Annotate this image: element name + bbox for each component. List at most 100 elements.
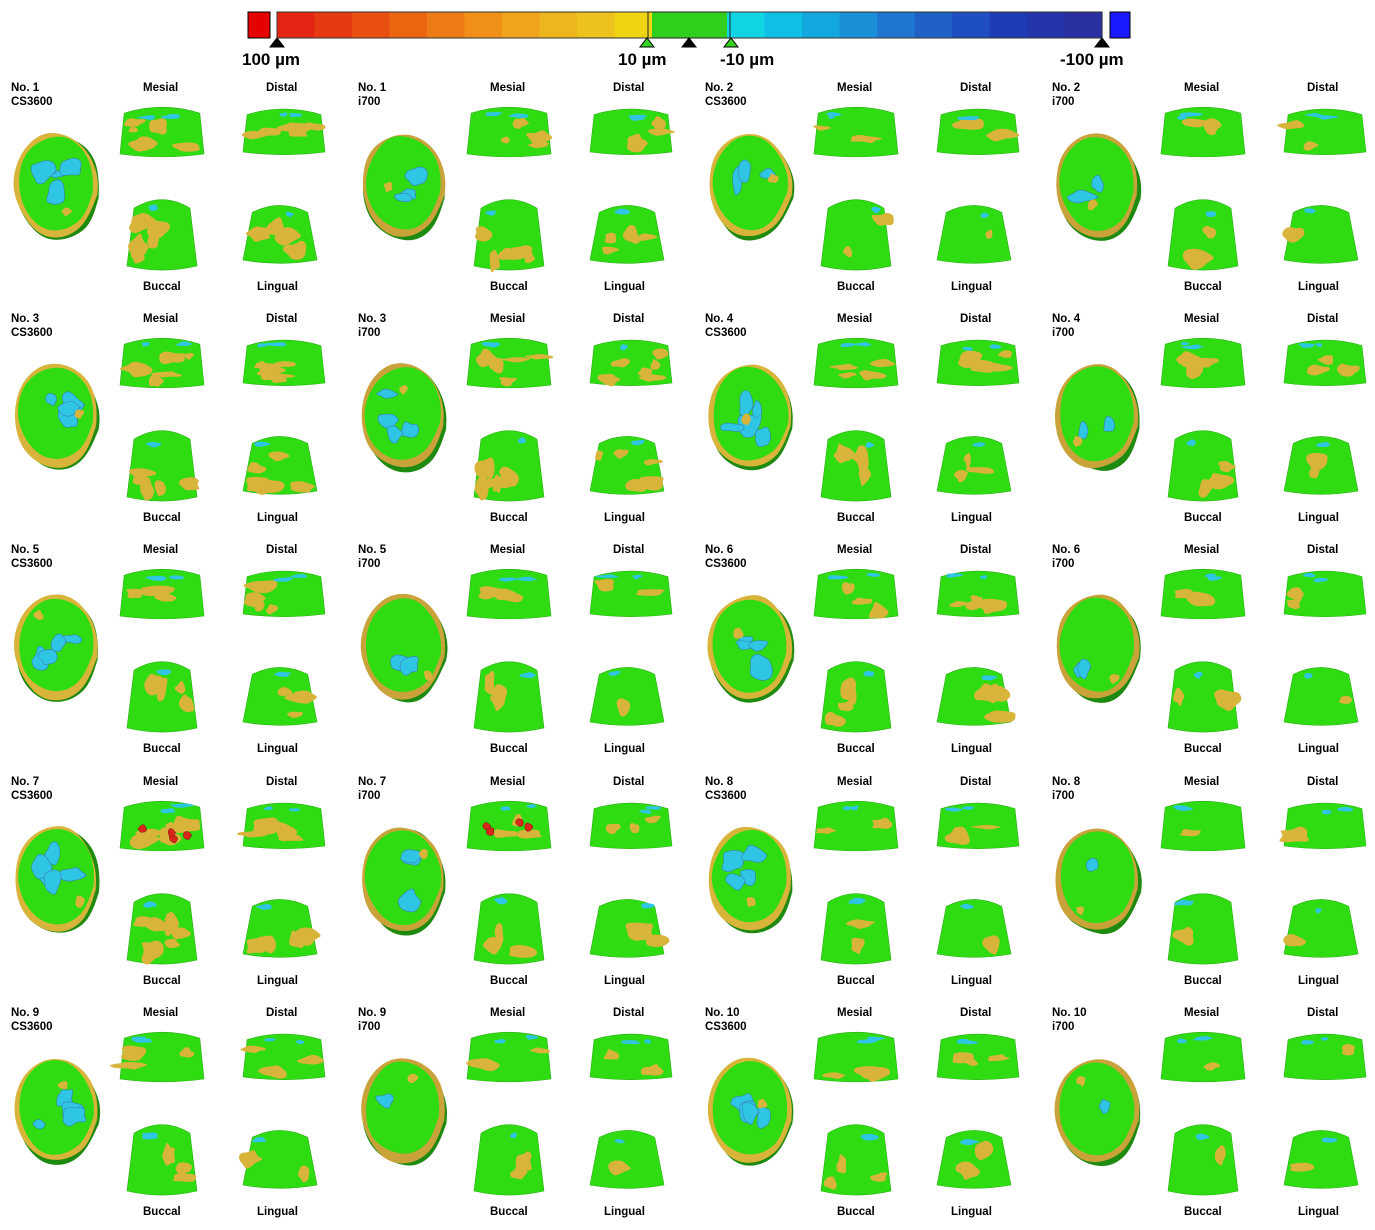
deviation-patch-positive bbox=[238, 1150, 264, 1169]
deviation-patch-negative bbox=[981, 675, 998, 681]
deviation-patch-negative bbox=[510, 1132, 517, 1139]
panel-tooth-number: No. 8 bbox=[1052, 776, 1081, 788]
deviation-patch-positive bbox=[871, 213, 894, 226]
deviation-patch-positive bbox=[127, 588, 142, 599]
deviation-patch-negative bbox=[376, 388, 399, 399]
deviation-patch-positive bbox=[858, 463, 872, 486]
deviation-patch-positive bbox=[1286, 587, 1305, 602]
deviation-patch-positive bbox=[252, 594, 265, 612]
deviation-patch-positive bbox=[512, 118, 523, 129]
tooth-side-surface bbox=[589, 108, 673, 155]
deviation-patch-positive bbox=[985, 229, 993, 239]
view-label-distal: Distal bbox=[613, 82, 645, 94]
deviation-patch-negative bbox=[848, 897, 866, 905]
deviation-patch-positive bbox=[983, 710, 1016, 723]
deviation-patch-negative bbox=[176, 341, 193, 347]
view-label-mesial: Mesial bbox=[143, 313, 179, 325]
tooth-surface bbox=[365, 598, 444, 692]
deviation-patch-positive bbox=[644, 815, 661, 824]
deviation-patch-positive bbox=[110, 1061, 150, 1070]
deviation-patch-positive bbox=[146, 220, 171, 239]
panel-tooth-number: No. 10 bbox=[705, 1007, 740, 1019]
deviation-patch-positive bbox=[266, 604, 279, 615]
view-label-lingual: Lingual bbox=[1298, 1206, 1339, 1218]
deviation-patch-positive bbox=[1306, 364, 1331, 376]
deviation-patch-negative bbox=[525, 1034, 539, 1040]
scale-segment bbox=[314, 12, 353, 38]
deviation-patch-negative bbox=[640, 903, 655, 909]
deviation-patch-negative bbox=[961, 806, 975, 810]
deviation-patch-negative bbox=[500, 806, 511, 811]
deviation-patch-negative bbox=[515, 576, 540, 582]
tooth-side-surface bbox=[1167, 1124, 1239, 1196]
deviation-patch-negative bbox=[131, 1036, 146, 1041]
deviation-patch-positive bbox=[494, 588, 524, 603]
scale-segment bbox=[614, 12, 653, 38]
deviation-patch-positive bbox=[963, 452, 971, 469]
deviation-patch-negative bbox=[1205, 211, 1217, 218]
tolerance-marker-triangle bbox=[638, 37, 656, 48]
panel-tooth-number: No. 1 bbox=[358, 82, 387, 94]
deviation-patch-positive bbox=[635, 589, 665, 596]
tooth-side-surface bbox=[1283, 899, 1359, 958]
deviation-patch-positive bbox=[273, 361, 296, 368]
deviation-patch-negative bbox=[737, 159, 751, 183]
deviation-patch-negative bbox=[398, 888, 422, 913]
tooth-renderings bbox=[361, 337, 673, 502]
deviation-panel: No. 2 CS3600 Mesial Distal Buccal Lingual bbox=[694, 80, 1034, 305]
view-label-distal: Distal bbox=[1307, 313, 1339, 325]
deviation-patch-positive bbox=[491, 829, 520, 838]
tooth-side-surface bbox=[1160, 1031, 1246, 1083]
deviation-patch-negative bbox=[400, 421, 420, 438]
panel-scanner-name: i700 bbox=[358, 96, 381, 108]
tooth-renderings bbox=[1056, 568, 1367, 733]
deviation-patch-positive bbox=[955, 1161, 981, 1180]
deviation-patch-positive bbox=[767, 173, 780, 184]
deviation-patch-positive bbox=[1286, 599, 1300, 610]
deviation-patch-positive bbox=[407, 1073, 419, 1083]
deviation-patch-negative bbox=[1179, 112, 1204, 117]
view-label-distal: Distal bbox=[613, 544, 645, 556]
view-label-buccal: Buccal bbox=[143, 1206, 181, 1218]
tooth-side-surface bbox=[1283, 1033, 1367, 1080]
view-label-lingual: Lingual bbox=[951, 743, 992, 755]
deviation-patch-positive bbox=[648, 128, 677, 136]
deviation-patch-negative bbox=[720, 422, 745, 432]
deviation-patch-negative bbox=[1077, 658, 1092, 680]
deviation-patch-negative bbox=[752, 400, 763, 419]
deviation-patch-positive bbox=[822, 1072, 847, 1079]
deviation-patch-positive bbox=[278, 834, 304, 841]
deviation-patch-positive bbox=[1214, 1144, 1226, 1166]
deviation-patch-negative bbox=[148, 204, 158, 212]
tooth-surface bbox=[366, 1061, 441, 1154]
view-label-mesial: Mesial bbox=[143, 82, 179, 94]
deviation-patch-negative bbox=[632, 574, 643, 580]
deviation-patch-positive bbox=[523, 253, 536, 264]
tooth-side-surface bbox=[936, 1130, 1012, 1189]
tooth-side-surface bbox=[466, 800, 552, 852]
deviation-patch-positive bbox=[622, 225, 640, 244]
deviation-patch-negative bbox=[494, 1039, 506, 1044]
deviation-patch-high bbox=[482, 822, 492, 830]
deviation-patch-positive bbox=[829, 363, 859, 371]
marker-triangle bbox=[1093, 37, 1111, 48]
deviation-panel: No. 6 i700 Mesial Distal Buccal Lingual bbox=[1041, 542, 1375, 767]
tooth-renderings bbox=[13, 106, 326, 271]
deviation-patch-negative bbox=[725, 873, 746, 891]
deviation-patch-positive bbox=[872, 817, 893, 829]
panel-scanner-name: CS3600 bbox=[705, 1021, 747, 1033]
tooth-side-surface bbox=[1160, 800, 1246, 852]
tooth-renderings bbox=[14, 1031, 326, 1196]
tooth-surface bbox=[712, 135, 791, 231]
view-label-buccal: Buccal bbox=[837, 1206, 875, 1218]
deviation-patch-positive bbox=[257, 935, 273, 952]
deviation-patch-positive bbox=[484, 671, 495, 695]
panel-scanner-name: i700 bbox=[358, 327, 381, 339]
deviation-patch-negative bbox=[1085, 857, 1099, 872]
deviation-patch-positive bbox=[859, 370, 887, 381]
deviation-patch-positive bbox=[515, 1151, 532, 1173]
deviation-patch-negative bbox=[295, 1040, 305, 1045]
view-label-buccal: Buccal bbox=[490, 743, 528, 755]
deviation-patch-negative bbox=[145, 442, 163, 448]
deviation-patch-positive bbox=[482, 936, 503, 955]
